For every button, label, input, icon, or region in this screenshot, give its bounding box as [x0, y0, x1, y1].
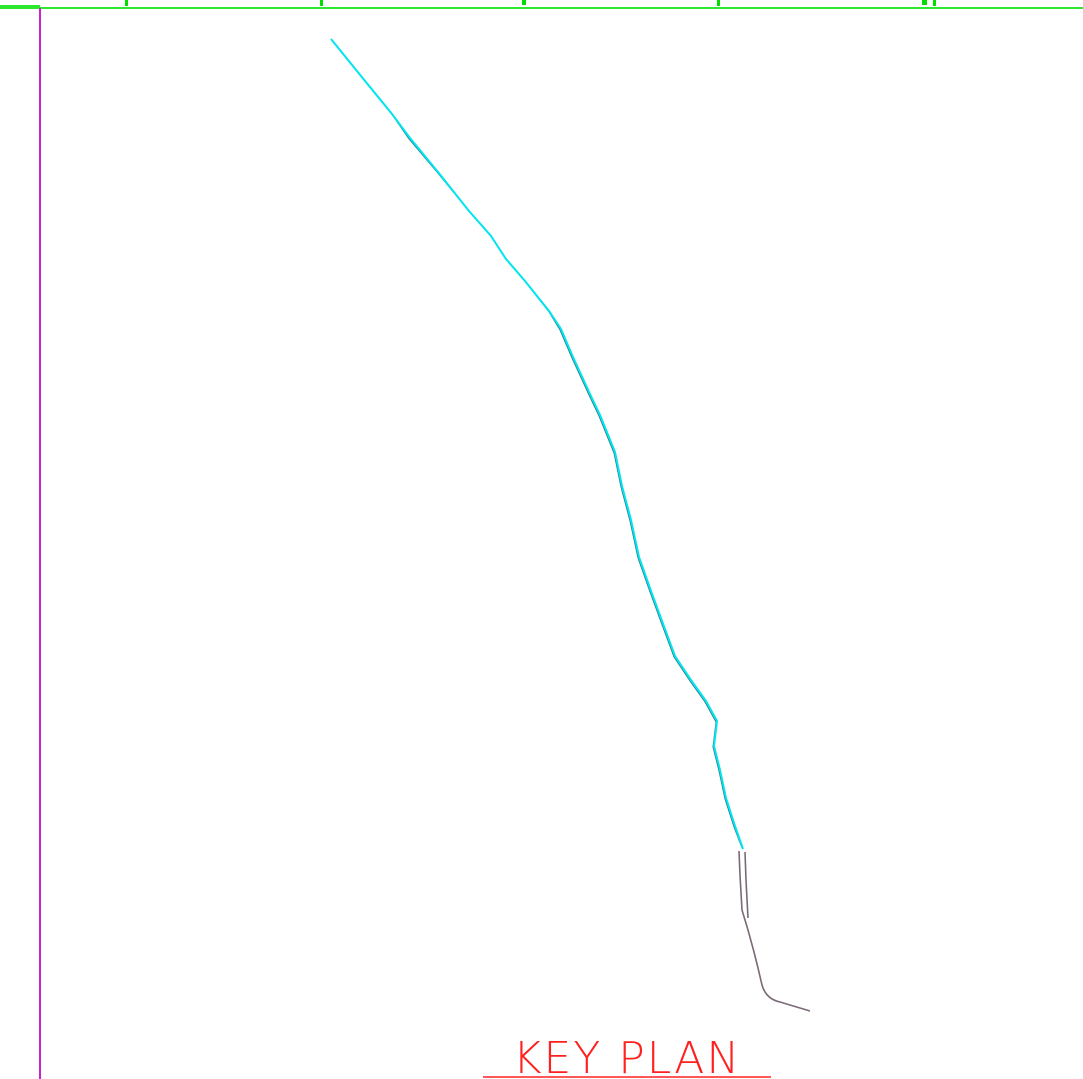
key-plan-title: KEY PLAN — [513, 1033, 742, 1079]
clipped-sheet-text-marks — [125, 0, 936, 6]
key-plan-title-block: KEY PLAN — [483, 1033, 771, 1079]
existing-route-line-a — [738, 850, 811, 1012]
alignment-dark-edge — [330, 38, 743, 849]
existing-route — [738, 850, 811, 1012]
proposed-alignment — [330, 38, 744, 850]
top-frame-border — [0, 0, 1083, 9]
alignment-line — [330, 38, 744, 850]
existing-route-line-b — [744, 851, 749, 919]
